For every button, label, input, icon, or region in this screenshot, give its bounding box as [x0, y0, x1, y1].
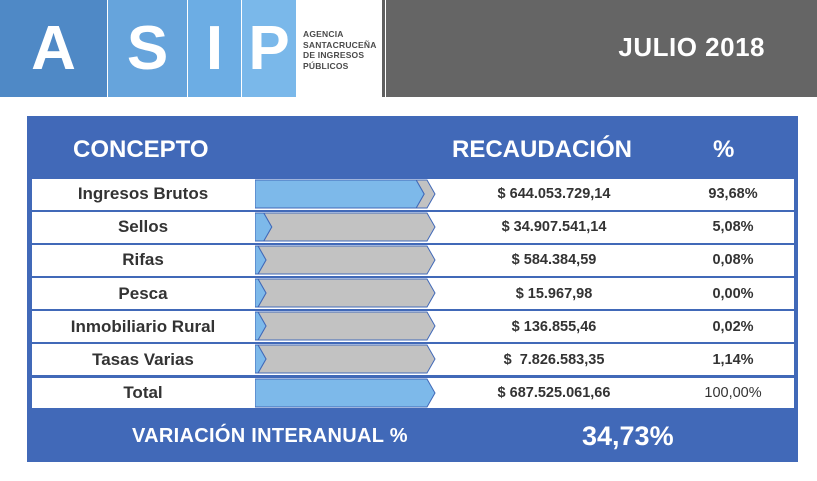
table-row: Tasas Varias $ 7.826.583,35 1,14% — [32, 344, 794, 375]
row-recaudacion: $ 584.384,59 — [511, 252, 597, 269]
share-bar-remainder — [262, 212, 436, 242]
row-pct: 1,14% — [712, 351, 754, 368]
period-title: JULIO 2018 — [618, 32, 765, 62]
row-pct: 100,00% — [704, 384, 762, 401]
share-bar-remainder — [257, 344, 436, 374]
row-concepto: Pesca — [118, 283, 168, 303]
share-bar-fill — [255, 212, 273, 242]
table-row-total: Total $ 687.525.061,66 100,00% — [32, 377, 794, 409]
header: A S I P AGENCIA SANTACRUCEÑA DE INGRESOS… — [0, 0, 817, 97]
row-recaudacion: $ 687.525.061,66 — [497, 384, 611, 401]
header-divider — [382, 0, 385, 97]
logo-letter-s: S — [108, 0, 187, 97]
row-recaudacion: $ 644.053.729,14 — [497, 186, 611, 203]
agency-line: SANTACRUCEÑA — [303, 39, 377, 50]
share-bar-fill — [255, 245, 267, 275]
table-row: Sellos $ 34.907.541,14 5,08% — [32, 212, 794, 243]
row-concepto: Ingresos Brutos — [77, 184, 209, 204]
table-row: Pesca $ 15.967,98 0,00% — [32, 278, 794, 309]
share-bar-svg — [255, 179, 436, 209]
row-concepto: Inmobiliario Rural — [70, 316, 216, 336]
share-bar-fill — [255, 344, 267, 374]
row-concepto: Tasas Varias — [92, 349, 194, 369]
agency-line: PÚBLICOS — [303, 60, 349, 71]
table-rows: Ingresos Brutos $ 644.053.729,14 93,68% … — [32, 179, 794, 411]
row-recaudacion: $ 15.967,98 — [515, 285, 593, 302]
share-bar-fill — [255, 311, 267, 341]
agency-line: DE INGRESOS — [303, 50, 365, 60]
period-banner: JULIO 2018 — [386, 0, 817, 97]
row-recaudacion: $ 7.826.583,35 — [503, 351, 605, 368]
interannual-variation-value: 34,73% — [582, 421, 674, 451]
row-recaudacion: $ 34.907.541,14 — [501, 219, 607, 236]
interannual-variation-label: VARIACIÓN INTERANUAL % — [132, 425, 408, 447]
table-row: Ingresos Brutos $ 644.053.729,14 93,68% — [32, 179, 794, 210]
share-bar-remainder — [257, 311, 436, 341]
logo-letter-a: A — [0, 0, 107, 97]
row-concepto: Sellos — [117, 217, 169, 237]
agency-line: AGENCIA — [303, 29, 344, 39]
row-share-bar — [255, 378, 436, 409]
row-recaudacion: $ 136.855,46 — [511, 318, 597, 335]
row-pct: 5,08% — [712, 219, 754, 236]
column-header-concepto: CONCEPTO — [73, 136, 209, 163]
row-concepto: Rifas — [122, 250, 164, 270]
row-share-bar — [255, 278, 436, 309]
row-share-bar — [255, 179, 436, 210]
share-bar-svg — [255, 311, 436, 341]
row-share-bar — [255, 212, 436, 243]
share-bar-remainder — [257, 278, 436, 308]
table-row: Inmobiliario Rural $ 136.855,46 0,02% — [32, 311, 794, 342]
row-pct: 0,02% — [712, 318, 754, 335]
row-share-bar — [255, 344, 436, 375]
column-header-pct: % — [713, 136, 735, 163]
agency-name-box — [297, 0, 381, 97]
logo-letter-p: P — [242, 0, 296, 97]
row-pct: 0,08% — [712, 252, 754, 269]
agency-name: AGENCIA SANTACRUCEÑA DE INGRESOS PÚBLICO… — [303, 29, 377, 71]
share-bar-fill — [255, 378, 436, 408]
row-share-bar — [255, 245, 436, 276]
share-bar-svg — [255, 245, 436, 275]
share-bar-fill — [255, 179, 425, 209]
share-bar-svg — [255, 278, 436, 308]
logo-letter-i: I — [188, 0, 241, 97]
share-bar-svg — [255, 378, 436, 408]
table-row: Rifas $ 584.384,59 0,08% — [32, 245, 794, 276]
share-bar-fill — [255, 278, 267, 308]
share-bar-remainder — [257, 245, 436, 275]
row-pct: 93,68% — [708, 186, 758, 203]
row-pct: 0,00% — [712, 285, 754, 302]
share-bar-svg — [255, 344, 436, 374]
row-concepto: Total — [123, 382, 163, 402]
revenue-table: CONCEPTO RECAUDACIÓN % Ingresos Brutos $… — [27, 116, 798, 462]
share-bar-svg — [255, 212, 436, 242]
column-header-recaudacion: RECAUDACIÓN — [452, 136, 632, 163]
row-share-bar — [255, 311, 436, 342]
